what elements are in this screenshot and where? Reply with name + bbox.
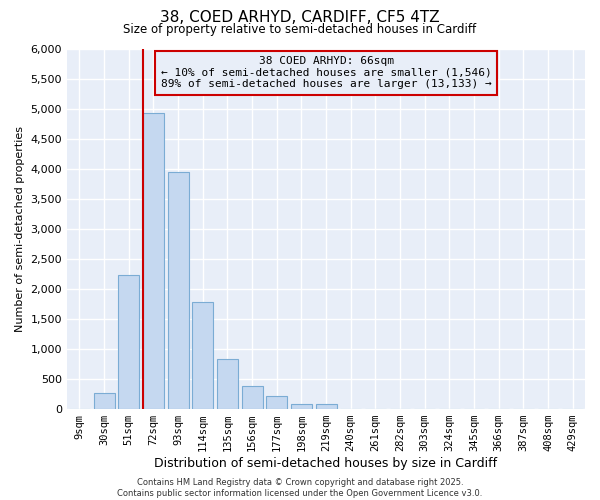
Bar	[266, 396, 287, 409]
Bar	[118, 274, 139, 409]
X-axis label: Distribution of semi-detached houses by size in Cardiff: Distribution of semi-detached houses by …	[154, 457, 497, 470]
Bar	[167, 172, 188, 409]
Text: Size of property relative to semi-detached houses in Cardiff: Size of property relative to semi-detach…	[124, 22, 476, 36]
Bar	[316, 404, 337, 409]
Text: 38, COED ARHYD, CARDIFF, CF5 4TZ: 38, COED ARHYD, CARDIFF, CF5 4TZ	[160, 10, 440, 25]
Text: 38 COED ARHYD: 66sqm
← 10% of semi-detached houses are smaller (1,546)
89% of se: 38 COED ARHYD: 66sqm ← 10% of semi-detac…	[161, 56, 491, 90]
Y-axis label: Number of semi-detached properties: Number of semi-detached properties	[15, 126, 25, 332]
Bar	[192, 302, 213, 409]
Bar	[217, 358, 238, 409]
Bar	[143, 112, 164, 409]
Text: Contains HM Land Registry data © Crown copyright and database right 2025.
Contai: Contains HM Land Registry data © Crown c…	[118, 478, 482, 498]
Bar	[94, 393, 115, 409]
Bar	[291, 404, 312, 409]
Bar	[242, 386, 263, 409]
